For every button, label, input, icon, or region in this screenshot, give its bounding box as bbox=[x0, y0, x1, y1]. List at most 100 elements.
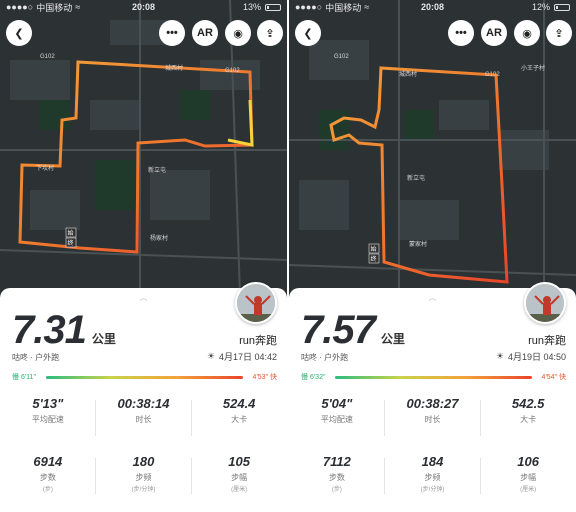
chevron-left-icon: ❮ bbox=[14, 27, 24, 40]
stat-label: 时长 bbox=[135, 415, 152, 424]
svg-text:终: 终 bbox=[371, 255, 377, 263]
back-button[interactable]: ❮ bbox=[295, 20, 321, 46]
route-map[interactable]: G102 G102 城西村 小王子村 新立屯 蒙家村 始 终 bbox=[289, 0, 576, 295]
stat-duration: 00:38:27 时长 bbox=[385, 396, 481, 438]
stat-label: 平均配速 bbox=[320, 415, 353, 424]
wifi-icon: ≈ bbox=[75, 2, 81, 12]
stat-value: 00:38:27 bbox=[406, 396, 459, 411]
battery-percent: 12% bbox=[532, 2, 551, 12]
map-label: G102 bbox=[225, 68, 240, 74]
stat-calories: 542.5 大卡 bbox=[480, 396, 576, 438]
share-icon: ⇪ bbox=[554, 27, 564, 40]
avatar[interactable] bbox=[524, 282, 566, 324]
map-label: 蒙家村 bbox=[409, 240, 427, 248]
stats-grid: 5'04" 平均配速 00:38:27 时长 542.5 大卡 7112 步数 (步) 1… bbox=[289, 396, 576, 496]
distance-unit: 公里 bbox=[91, 332, 116, 346]
stat-unit: (步/分钟) bbox=[420, 487, 445, 493]
signal-icon: ●●●●○ bbox=[6, 2, 34, 12]
stat-label: 步数 bbox=[328, 473, 345, 482]
map-label: G102 bbox=[40, 54, 55, 60]
map-label: G102 bbox=[334, 54, 349, 60]
svg-text:始: 始 bbox=[68, 229, 74, 237]
drag-handle-icon[interactable]: ︿ bbox=[139, 293, 148, 302]
divider bbox=[95, 458, 96, 494]
divider bbox=[480, 458, 481, 494]
stat-unit: (厘米) bbox=[231, 487, 248, 493]
svg-text:始: 始 bbox=[371, 245, 377, 253]
stat-cadence: 180 步频 (步/分钟) bbox=[96, 454, 192, 496]
map-label: 城西村 bbox=[399, 70, 417, 78]
status-bar: ●●●●○ 中国移动 ≈ 20:08 12% bbox=[289, 0, 576, 14]
pace-slow: 慢 6'32" bbox=[301, 374, 326, 381]
distance-value: 7.31 bbox=[12, 308, 87, 352]
run-datetime: ☀ 4月17日 04:42 bbox=[207, 350, 277, 363]
stat-value: 524.4 bbox=[222, 396, 256, 411]
camera-button[interactable]: ◉ bbox=[225, 20, 251, 46]
more-icon: ••• bbox=[166, 27, 178, 39]
battery-icon bbox=[554, 3, 571, 11]
divider bbox=[384, 458, 385, 494]
route-map[interactable]: G102 G102 城西村 新立屯 下坎村 杨家村 始 终 bbox=[0, 0, 287, 295]
stat-value: 7112 bbox=[322, 454, 351, 469]
username: run奔跑 bbox=[239, 335, 277, 347]
sun-icon: ☀ bbox=[495, 351, 504, 361]
more-button[interactable]: ••• bbox=[448, 20, 474, 46]
stat-avg-pace: 5'13" 平均配速 bbox=[0, 396, 96, 438]
stat-calories: 524.4 大卡 bbox=[191, 396, 287, 438]
pace-gradient bbox=[46, 376, 243, 379]
camera-icon: ◉ bbox=[522, 27, 532, 40]
carrier: 中国移动 bbox=[36, 2, 73, 13]
share-button[interactable]: ⇪ bbox=[546, 20, 572, 46]
pace-fast: 4'53" 快 bbox=[252, 374, 277, 381]
start-marker: 始 bbox=[368, 243, 380, 254]
map-label: 新立屯 bbox=[407, 174, 425, 182]
avatar[interactable] bbox=[235, 282, 277, 324]
stat-label: 步数 bbox=[39, 473, 56, 482]
clock: 20:08 bbox=[420, 2, 445, 12]
stat-value: 184 bbox=[421, 454, 444, 469]
share-button[interactable]: ⇪ bbox=[257, 20, 283, 46]
map-label: 小王子村 bbox=[521, 64, 545, 72]
distance-value: 7.57 bbox=[301, 308, 376, 352]
summary-card: ︿ 7.57 公里 咕咚 · 户外跑 run奔跑 ☀ 4月19日 04:50 慢 … bbox=[289, 282, 576, 512]
distance-unit: 公里 bbox=[380, 332, 405, 346]
stat-unit: (步) bbox=[42, 487, 53, 493]
stat-label: 步频 bbox=[424, 473, 441, 482]
datetime-text: 4月17日 04:42 bbox=[218, 352, 277, 362]
stat-label: 平均配速 bbox=[31, 415, 64, 424]
stat-label: 大卡 bbox=[231, 415, 248, 424]
ar-button[interactable]: AR bbox=[192, 20, 218, 46]
stat-value: 5'13" bbox=[32, 396, 64, 411]
camera-button[interactable]: ◉ bbox=[514, 20, 540, 46]
pace-gradient bbox=[335, 376, 532, 379]
run-datetime: ☀ 4月19日 04:50 bbox=[496, 350, 566, 363]
end-marker: 终 bbox=[65, 237, 77, 248]
stat-label: 步频 bbox=[135, 473, 152, 482]
divider bbox=[191, 458, 192, 494]
pace-range-bar: 慢 6'11" 4'53" 快 bbox=[12, 372, 277, 386]
drag-handle-icon[interactable]: ︿ bbox=[428, 293, 437, 302]
stat-value: 106 bbox=[517, 454, 539, 469]
end-marker: 终 bbox=[368, 253, 380, 264]
stat-label: 步幅 bbox=[231, 473, 248, 482]
stat-unit: (厘米) bbox=[520, 487, 537, 493]
stat-label: 步幅 bbox=[520, 473, 537, 482]
stat-stride: 105 步幅 (厘米) bbox=[191, 454, 287, 496]
datetime-text: 4月19日 04:50 bbox=[507, 352, 566, 362]
stat-duration: 00:38:14 时长 bbox=[96, 396, 192, 438]
stat-value: 542.5 bbox=[511, 396, 545, 411]
stat-label: 大卡 bbox=[520, 415, 537, 424]
activity-type: 咕咚 · 户外跑 bbox=[12, 353, 60, 362]
wifi-icon: ≈ bbox=[364, 2, 370, 12]
chevron-left-icon: ❮ bbox=[303, 27, 313, 40]
stat-unit: (步/分钟) bbox=[131, 487, 156, 493]
start-marker: 始 bbox=[65, 227, 77, 238]
more-icon: ••• bbox=[455, 27, 467, 39]
battery-icon bbox=[265, 3, 282, 11]
ar-button[interactable]: AR bbox=[481, 20, 507, 46]
pace-slow: 慢 6'11" bbox=[12, 374, 36, 381]
back-button[interactable]: ❮ bbox=[6, 20, 32, 46]
stat-value: 6914 bbox=[33, 454, 63, 469]
stat-steps: 6914 步数 (步) bbox=[0, 454, 96, 496]
more-button[interactable]: ••• bbox=[159, 20, 185, 46]
